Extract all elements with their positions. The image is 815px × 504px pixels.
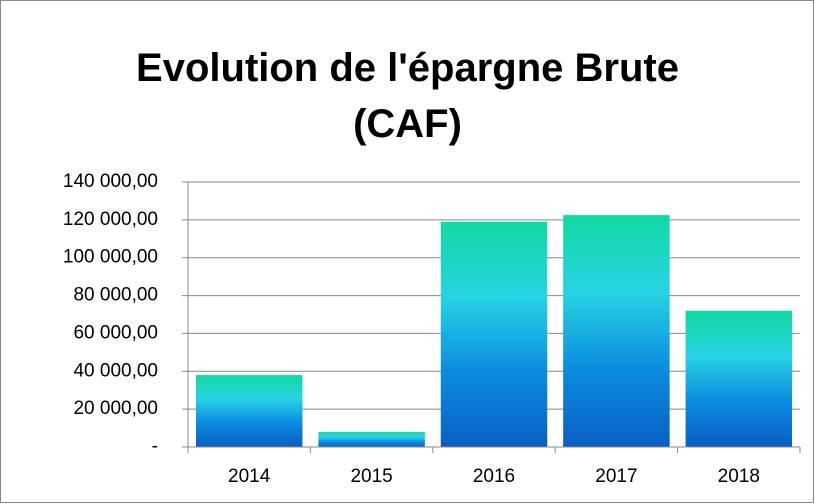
y-tick-label: 140 000,00: [63, 171, 158, 192]
y-tick-label: 40 000,00: [73, 360, 158, 381]
x-tick-label: 2014: [228, 466, 271, 487]
y-tick-label: 80 000,00: [73, 285, 158, 306]
x-tick-label: 2018: [718, 466, 760, 487]
bar: [318, 431, 425, 447]
y-tick-label: 60 000,00: [73, 322, 158, 343]
y-tick-label: 100 000,00: [63, 247, 158, 268]
chart-title: Evolution de l'épargne Brute (CAF): [136, 46, 679, 146]
bar: [195, 375, 303, 447]
bar: [440, 221, 548, 447]
y-tick-label: 120 000,00: [63, 209, 158, 230]
x-tick-label: 2015: [350, 466, 392, 487]
y-tick-label: -: [152, 436, 158, 457]
x-tick-label: 2017: [595, 466, 637, 487]
bar: [685, 310, 793, 447]
y-tick-label: 20 000,00: [73, 398, 158, 419]
bar: [563, 215, 670, 447]
x-tick-label: 2016: [473, 466, 515, 487]
